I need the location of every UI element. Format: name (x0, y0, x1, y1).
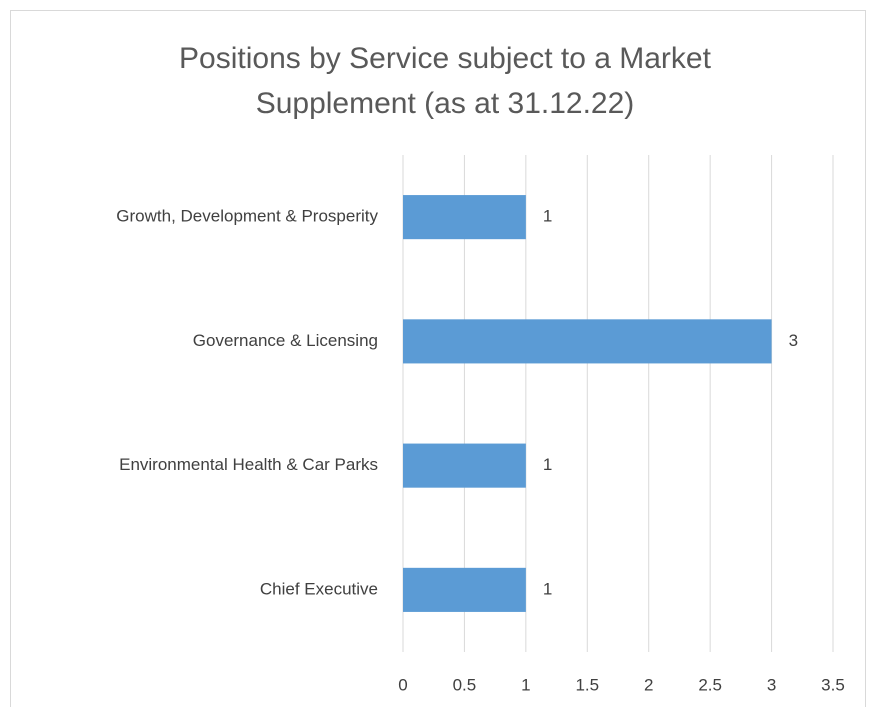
x-tick-label: 0.5 (453, 675, 477, 694)
x-tick-label: 2 (644, 675, 653, 694)
bar (403, 443, 526, 488)
data-label: 1 (543, 579, 552, 598)
chart-title: Positions by Service subject to a Market… (179, 42, 711, 120)
bar (403, 195, 526, 240)
x-tick-label: 0 (398, 675, 407, 694)
x-tick-label: 3 (767, 675, 776, 694)
bar (403, 319, 772, 364)
data-label: 3 (789, 331, 798, 350)
chart-border (10, 10, 866, 707)
bar (403, 567, 526, 612)
x-tick-label: 1 (521, 675, 530, 694)
y-tick-label: Governance & Licensing (193, 331, 378, 350)
y-tick-label: Environmental Health & Car Parks (119, 455, 378, 474)
y-tick-label: Chief Executive (260, 579, 378, 598)
data-label: 1 (543, 455, 552, 474)
x-tick-label: 1.5 (575, 675, 599, 694)
x-tick-label: 3.5 (821, 675, 845, 694)
x-tick-label: 2.5 (698, 675, 722, 694)
data-label: 1 (543, 207, 552, 226)
y-tick-label: Growth, Development & Prosperity (116, 207, 378, 226)
